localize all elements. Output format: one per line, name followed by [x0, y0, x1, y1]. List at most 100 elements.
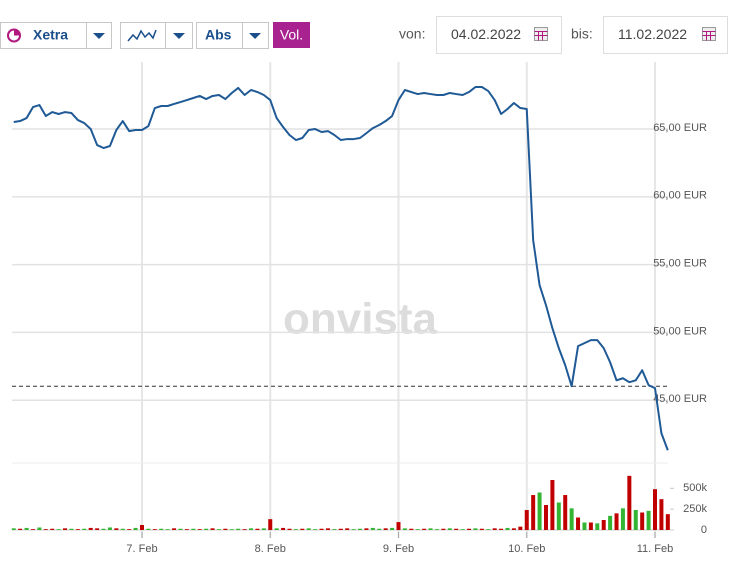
volume-bar — [640, 512, 645, 530]
volume-bar — [627, 475, 632, 530]
chart-type-dropdown[interactable] — [120, 22, 193, 49]
volume-bar — [524, 510, 529, 530]
calendar-grid — [702, 31, 716, 41]
dropdown-arrow — [249, 33, 261, 39]
volume-bar — [114, 528, 119, 530]
volume-bar — [345, 528, 350, 530]
x-tick-label: 9. Feb — [383, 543, 414, 555]
volume-bar — [620, 508, 625, 530]
volume-bar — [441, 528, 446, 530]
volume-bar — [415, 529, 420, 530]
volume-bar — [204, 528, 209, 530]
volume-bar — [370, 527, 375, 530]
watermark: onvista — [283, 295, 438, 344]
volume-bar — [56, 529, 61, 530]
volume-bar — [261, 528, 266, 530]
mode-dropdown[interactable]: Abs — [196, 22, 269, 49]
y-tick-label: 65,00 EUR — [653, 122, 707, 134]
volume-bar — [306, 528, 311, 530]
volume-bar — [24, 527, 29, 530]
volume-bar — [479, 528, 484, 530]
volume-bar — [242, 529, 247, 530]
volume-bar — [659, 499, 664, 530]
volume-bar — [50, 528, 55, 530]
volume-bar — [274, 528, 279, 530]
volume-bar — [255, 528, 260, 530]
to-date-input[interactable]: 11.02.2022 — [603, 16, 728, 54]
calendar-icon — [702, 27, 716, 41]
volume-tick-label: 250k — [683, 503, 707, 515]
volume-bar — [364, 528, 369, 530]
volume-bar — [576, 517, 581, 530]
volume-bar — [146, 528, 151, 530]
volume-bar — [249, 528, 254, 530]
exchange-label: Xetra — [33, 27, 68, 43]
volume-bar — [313, 529, 318, 530]
volume-bar — [582, 522, 587, 530]
volume-bar — [236, 528, 241, 530]
volume-bar — [473, 528, 478, 530]
volume-bar — [550, 480, 555, 530]
volume-bar — [63, 528, 68, 530]
volume-bar — [434, 529, 439, 530]
volume-bar — [287, 528, 292, 530]
volume-bar — [338, 528, 343, 530]
volume-bar — [422, 528, 427, 530]
volume-bar — [531, 495, 536, 530]
volume-bar — [595, 523, 600, 530]
volume-bar — [159, 528, 164, 530]
calendar-icon — [534, 27, 548, 41]
volume-bar — [646, 510, 651, 530]
volume-bar — [556, 502, 561, 530]
y-tick-label: 60,00 EUR — [653, 190, 707, 202]
volume-bar — [454, 528, 459, 530]
from-label: von: — [399, 26, 425, 42]
volume-bar — [332, 529, 337, 530]
volume-bar — [537, 492, 542, 530]
volume-bar — [172, 528, 177, 530]
volume-bar — [133, 527, 138, 530]
volume-bar — [665, 514, 670, 530]
volume-bar — [409, 528, 414, 530]
volume-bar — [377, 528, 382, 530]
volume-bar — [120, 528, 125, 530]
volume-bar — [69, 528, 74, 530]
x-tick-label: 7. Feb — [126, 543, 157, 555]
volume-bar — [396, 522, 401, 530]
volume-bar — [18, 528, 23, 530]
mode-label: Abs — [205, 27, 232, 43]
volume-bar — [428, 528, 433, 530]
volume-bar — [30, 529, 35, 530]
x-tick-label: 11. Feb — [637, 543, 674, 555]
x-tick-label: 10. Feb — [508, 543, 545, 555]
volume-button[interactable]: Vol. — [273, 22, 310, 48]
volume-bar — [178, 528, 183, 530]
volume-bar — [293, 529, 298, 530]
price-line — [13, 86, 669, 451]
volume-bar — [191, 528, 196, 530]
volume-bar — [390, 527, 395, 530]
volume-bar — [499, 528, 504, 530]
from-date-input[interactable]: 04.02.2022 — [436, 16, 562, 54]
volume-bar — [229, 529, 234, 530]
volume-bar — [511, 528, 516, 530]
volume-bar — [223, 528, 228, 530]
volume-bar — [268, 519, 273, 530]
volume-bar — [563, 495, 568, 530]
volume-bar — [460, 529, 465, 530]
dropdown-arrow — [93, 33, 105, 39]
exchange-icon-slice — [14, 29, 20, 36]
volume-bar — [165, 529, 170, 530]
volume-bar — [140, 525, 144, 530]
volume-bar — [101, 528, 106, 530]
exchange-dropdown[interactable]: Xetra — [0, 22, 112, 49]
volume-bar — [43, 529, 48, 530]
volume-bar — [358, 528, 363, 530]
calendar-grid — [534, 31, 548, 41]
volume-bar — [75, 529, 80, 530]
volume-bar — [653, 489, 657, 530]
from-date: 04.02.2022 — [451, 26, 521, 42]
volume-bar — [127, 529, 132, 530]
